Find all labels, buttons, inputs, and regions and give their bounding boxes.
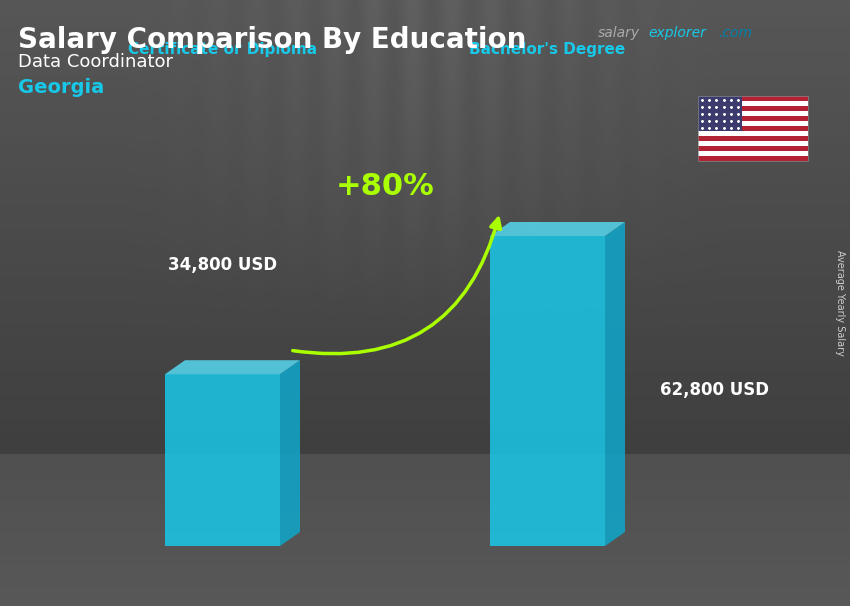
- Polygon shape: [280, 360, 300, 546]
- Polygon shape: [490, 236, 605, 546]
- Bar: [698, 146, 808, 151]
- Text: Georgia: Georgia: [18, 78, 105, 97]
- Text: Salary Comparison By Education: Salary Comparison By Education: [18, 26, 526, 54]
- Polygon shape: [490, 222, 625, 236]
- Bar: [698, 141, 808, 146]
- Bar: [698, 106, 808, 111]
- Bar: [698, 111, 808, 116]
- Text: +80%: +80%: [336, 171, 434, 201]
- Text: Bachelor's Degree: Bachelor's Degree: [469, 42, 626, 57]
- Text: Certificate or Diploma: Certificate or Diploma: [128, 42, 317, 57]
- Text: explorer: explorer: [648, 26, 706, 40]
- Text: Average Yearly Salary: Average Yearly Salary: [835, 250, 845, 356]
- Bar: [698, 101, 808, 106]
- Bar: [698, 96, 808, 101]
- Polygon shape: [605, 222, 625, 546]
- Bar: [698, 131, 808, 136]
- Text: 62,800 USD: 62,800 USD: [660, 381, 769, 399]
- Bar: [698, 96, 742, 131]
- Bar: [698, 116, 808, 121]
- Text: Data Coordinator: Data Coordinator: [18, 53, 173, 71]
- Text: .com: .com: [718, 26, 752, 40]
- Bar: [698, 126, 808, 131]
- Bar: [698, 96, 808, 161]
- Bar: [698, 136, 808, 141]
- Bar: [698, 156, 808, 161]
- Polygon shape: [165, 375, 280, 546]
- Bar: [698, 151, 808, 156]
- Text: salary: salary: [598, 26, 640, 40]
- Polygon shape: [165, 360, 300, 375]
- Text: 34,800 USD: 34,800 USD: [168, 256, 277, 274]
- Bar: [698, 121, 808, 126]
